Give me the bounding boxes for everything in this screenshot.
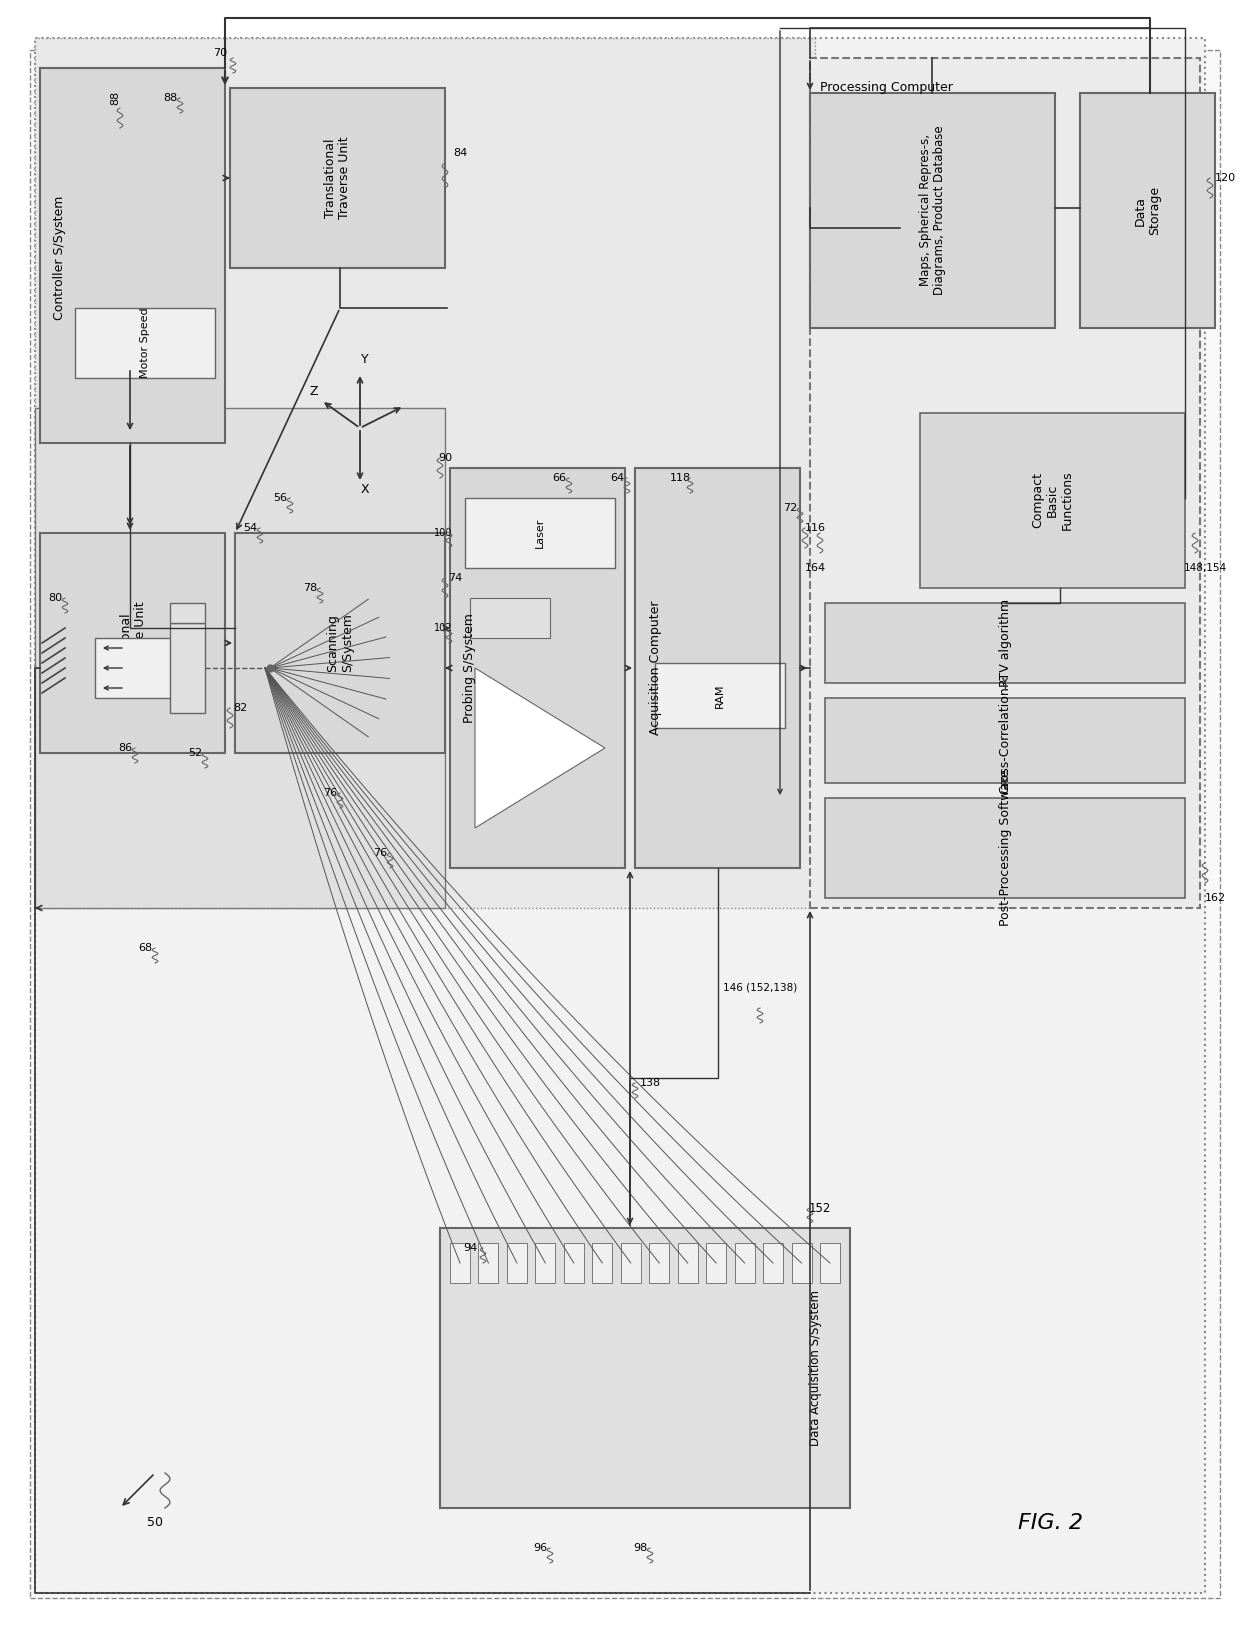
Text: Cross-Correlation: Cross-Correlation (998, 687, 1012, 794)
Bar (734, 1244, 755, 1283)
Bar (678, 1244, 698, 1283)
Text: PTV algorithm: PTV algorithm (998, 599, 1012, 687)
Bar (810, 93, 1055, 327)
Text: RAM: RAM (715, 684, 725, 708)
Bar (229, 88, 445, 269)
Text: Controller S/System: Controller S/System (53, 195, 67, 321)
Text: Processing Computer: Processing Computer (820, 81, 952, 94)
Bar (440, 1228, 849, 1508)
Bar (635, 467, 800, 868)
Text: 116: 116 (805, 523, 826, 532)
Bar (170, 602, 205, 624)
Bar (74, 308, 215, 378)
Bar (706, 1244, 727, 1283)
Bar (810, 59, 1200, 908)
Text: 162: 162 (1204, 894, 1225, 904)
Text: 54: 54 (243, 523, 257, 532)
Bar (920, 414, 1185, 588)
Bar (236, 532, 445, 754)
Text: 56: 56 (273, 493, 286, 503)
Bar (763, 1244, 784, 1283)
Text: 68: 68 (138, 943, 153, 952)
Bar (593, 1244, 613, 1283)
Text: Motor Speed: Motor Speed (140, 308, 150, 378)
Text: 78: 78 (303, 583, 317, 593)
Bar (564, 1244, 584, 1283)
Text: Scanning
S/System: Scanning S/System (326, 614, 353, 672)
Text: Z: Z (309, 384, 317, 397)
Text: Maps, Spherical Repres-s,
Diagrams, Product Database: Maps, Spherical Repres-s, Diagrams, Prod… (919, 125, 946, 295)
Bar (825, 602, 1185, 684)
Text: 86: 86 (118, 742, 133, 754)
Bar (655, 663, 785, 728)
Text: 74: 74 (448, 573, 463, 583)
Text: 50: 50 (148, 1517, 162, 1529)
Text: 94: 94 (463, 1244, 477, 1254)
Text: 102: 102 (434, 624, 453, 633)
Bar (825, 698, 1185, 783)
Text: Laser: Laser (534, 518, 546, 549)
Text: 90: 90 (438, 453, 453, 462)
Bar (465, 498, 615, 568)
Text: Data
Storage: Data Storage (1133, 186, 1162, 234)
Text: 164: 164 (805, 563, 826, 573)
Bar (450, 467, 625, 868)
Text: 84: 84 (453, 148, 467, 158)
Text: 72: 72 (782, 503, 797, 513)
Bar (40, 532, 224, 754)
Text: 146 (152,138): 146 (152,138) (723, 983, 797, 993)
Text: FIG. 2: FIG. 2 (1018, 1512, 1083, 1534)
Text: Compact
Basic
Functions: Compact Basic Functions (1030, 470, 1074, 531)
Bar (479, 1244, 498, 1283)
Text: Post-Processing Software: Post-Processing Software (998, 770, 1012, 926)
Text: 82: 82 (233, 703, 247, 713)
Text: 80: 80 (48, 593, 62, 602)
Text: Y: Y (361, 353, 368, 366)
Text: X: X (361, 484, 370, 497)
Text: 152: 152 (808, 1201, 831, 1214)
Bar (35, 37, 815, 908)
Bar (507, 1244, 527, 1283)
Bar (650, 1244, 670, 1283)
Text: 70: 70 (213, 47, 227, 59)
Text: 76: 76 (322, 788, 337, 798)
Bar (536, 1244, 556, 1283)
Text: Rotational
Traverse Unit: Rotational Traverse Unit (119, 602, 146, 684)
Text: Acquisition Computer: Acquisition Computer (649, 601, 661, 736)
Text: 76: 76 (373, 848, 387, 858)
Bar (1080, 93, 1215, 327)
Text: 138: 138 (640, 1078, 661, 1088)
Text: Translational
Traverse Unit: Translational Traverse Unit (324, 137, 351, 220)
Bar (470, 597, 551, 638)
Text: Probing S/System: Probing S/System (464, 614, 476, 723)
Polygon shape (475, 667, 605, 829)
Bar (95, 638, 175, 698)
Text: 98: 98 (632, 1543, 647, 1553)
Bar (621, 1244, 641, 1283)
Text: 120: 120 (1214, 173, 1235, 182)
Bar (820, 1244, 839, 1283)
Text: 66: 66 (552, 474, 565, 484)
Bar (450, 1244, 470, 1283)
Text: 52: 52 (188, 747, 202, 759)
Bar (40, 68, 224, 443)
Text: 148,154: 148,154 (1183, 563, 1226, 573)
Text: 88: 88 (162, 93, 177, 103)
Text: 64: 64 (610, 474, 624, 484)
Text: 88: 88 (110, 91, 120, 106)
Text: Data Acquisition S/System: Data Acquisition S/System (808, 1289, 821, 1446)
Text: 100: 100 (434, 527, 453, 537)
Bar (825, 798, 1185, 899)
Bar (791, 1244, 811, 1283)
Bar (170, 624, 205, 713)
Text: 96: 96 (533, 1543, 547, 1553)
Text: 118: 118 (670, 474, 691, 484)
Bar (35, 409, 445, 908)
